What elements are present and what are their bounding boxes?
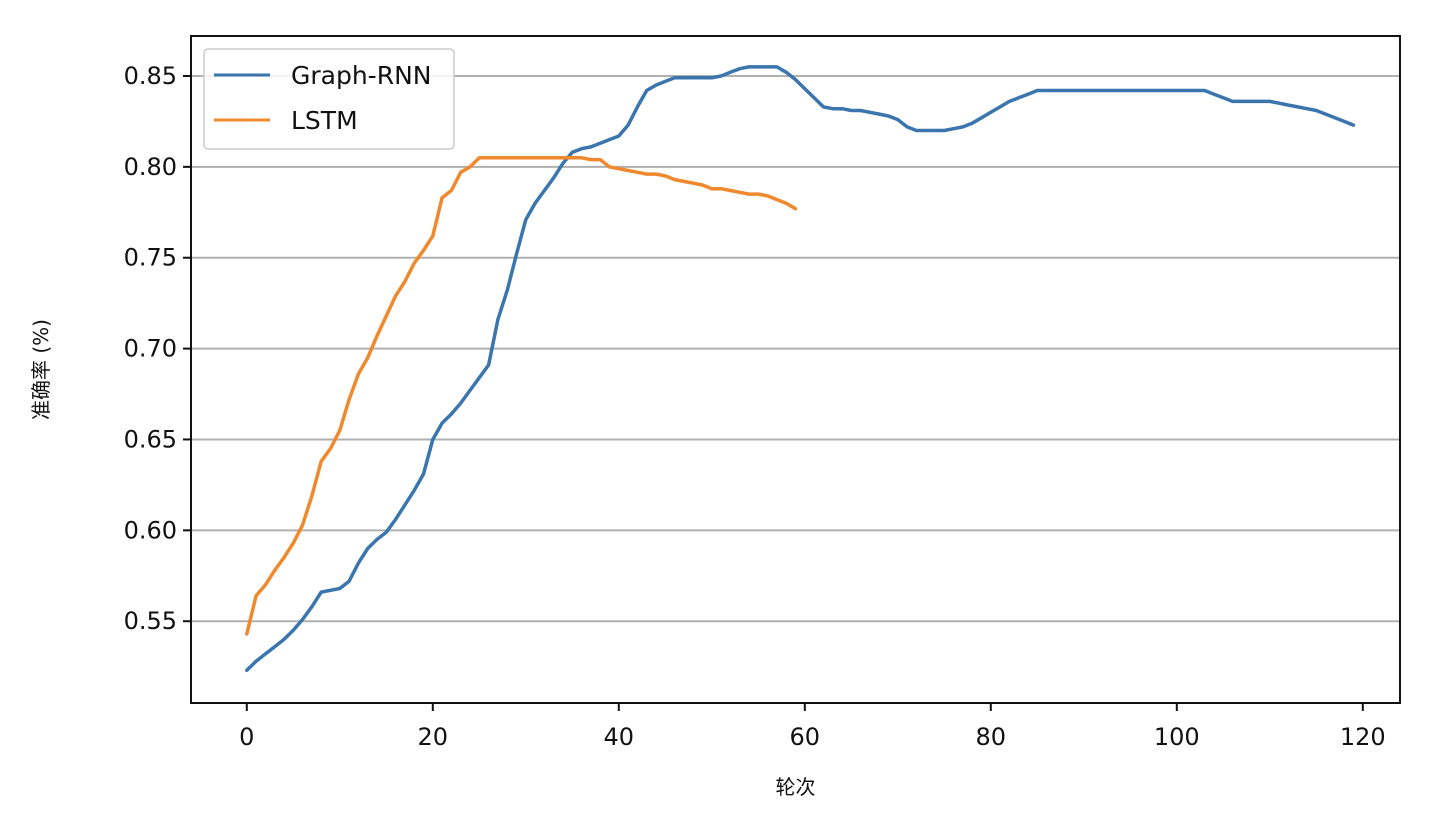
series-lines [245,65,1356,673]
y-axis-ticks: 0.55 0.60 0.65 0.70 0.75 0.80 0.85 [124,62,191,635]
y-tick-label: 0.60 [124,516,177,544]
series-line-graph-rnn [245,65,1356,673]
y-tick-label: 0.80 [124,153,177,181]
y-tick-label: 0.85 [124,62,177,90]
y-axis-label: 准确率 (%) [29,319,53,420]
x-tick-label: 80 [976,723,1007,751]
y-tick-label: 0.65 [124,425,177,453]
x-tick-label: 0 [239,723,254,751]
legend-label-graph-rnn: Graph-RNN [291,61,431,90]
x-axis-ticks: 0 20 40 60 80 100 120 [239,703,1386,751]
legend-label-lstm: LSTM [291,106,358,135]
x-tick-label: 40 [604,723,635,751]
legend: Graph-RNN LSTM [203,48,455,150]
x-tick-label: 60 [790,723,821,751]
x-tick-label: 100 [1154,723,1200,751]
series-line-lstm [245,156,798,636]
x-tick-label: 120 [1340,723,1386,751]
y-tick-label: 0.70 [124,335,177,363]
plot-frame [190,35,1401,704]
y-tick-label: 0.75 [124,244,177,272]
x-axis-label: 轮次 [776,775,816,799]
y-tick-label: 0.55 [124,607,177,635]
x-tick-label: 20 [418,723,449,751]
